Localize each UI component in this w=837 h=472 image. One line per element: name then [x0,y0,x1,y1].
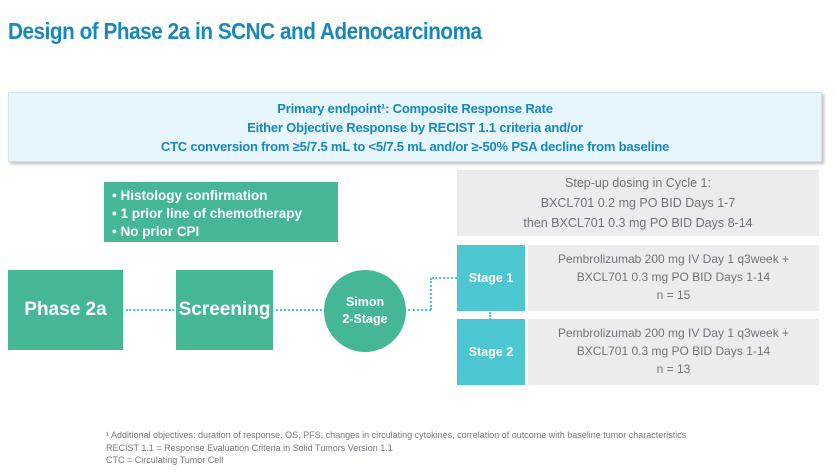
stepup-line: then BXCL701 0.3 mg PO BID Days 8-14 [523,216,753,230]
stage1-label: Stage 1 [457,245,525,311]
connector-phase-to-screening [126,309,174,311]
stage2-label: Stage 2 [457,319,525,385]
stage1-regimen-line: Pembrolizumab 200 mg IV Day 1 q3week + [557,252,790,266]
footnote-line: RECIST 1.1 = Response Evaluation Criteri… [106,442,393,453]
stage1-regimen-line: BXCL701 0.3 mg PO BID Days 1-14 [576,270,771,284]
footnote-line: CTC = Circulating Tumor Cell [106,455,224,465]
phase-2a-node: Phase 2a [8,270,123,350]
endpoint-line: Primary endpoint¹: Composite Response Ra… [277,101,553,116]
footnote-line: ¹ Additional objectives: duration of res… [106,430,687,440]
endpoint-line: CTC conversion from ≥5/7.5 mL to <5/7.5 … [160,139,670,154]
stage1-regimen-box: Pembrolizumab 200 mg IV Day 1 q3week + B… [528,245,819,311]
connector-simon-out [408,309,431,311]
simon-label-line: Simon [345,295,385,309]
stepup-dosing-box: Step-up dosing in Cycle 1: BXCL701 0.2 m… [457,170,819,236]
stage1-sample-size: n = 15 [656,288,691,302]
connector-to-stage1 [432,277,457,279]
stepup-line: BXCL701 0.2 mg PO BID Days 1-7 [540,196,736,210]
stage2-regimen-box: Pembrolizumab 200 mg IV Day 1 q3week + B… [528,319,819,385]
criteria-bullet: • 1 prior line of chemotherapy [112,206,303,221]
screening-node: Screening [176,270,273,350]
endpoint-line: Either Objective Response by RECIST 1.1 … [247,120,583,135]
simon-label-line: 2-Stage [342,312,388,326]
eligibility-criteria-box: • Histology confirmation • 1 prior line … [104,182,338,242]
simon-2-stage-node: Simon 2-Stage [324,270,406,352]
connector-screening-to-simon [276,309,322,311]
stage2-regimen-line: Pembrolizumab 200 mg IV Day 1 q3week + [557,326,790,340]
connector-stage1-to-stage2 [489,312,491,320]
criteria-bullet: • No prior CPI [112,224,200,239]
page-title: Design of Phase 2a in SCNC and Adenocarc… [8,18,482,44]
primary-endpoint-callout: Primary endpoint¹: Composite Response Ra… [8,92,822,162]
connector-elbow-vertical [430,278,432,310]
stepup-line: Step-up dosing in Cycle 1: [565,176,711,190]
stage2-regimen-line: BXCL701 0.3 mg PO BID Days 1-14 [576,344,771,358]
stage2-sample-size: n = 13 [656,362,691,376]
criteria-bullet: • Histology confirmation [112,188,268,203]
footnotes: ¹ Additional objectives: duration of res… [106,429,686,467]
